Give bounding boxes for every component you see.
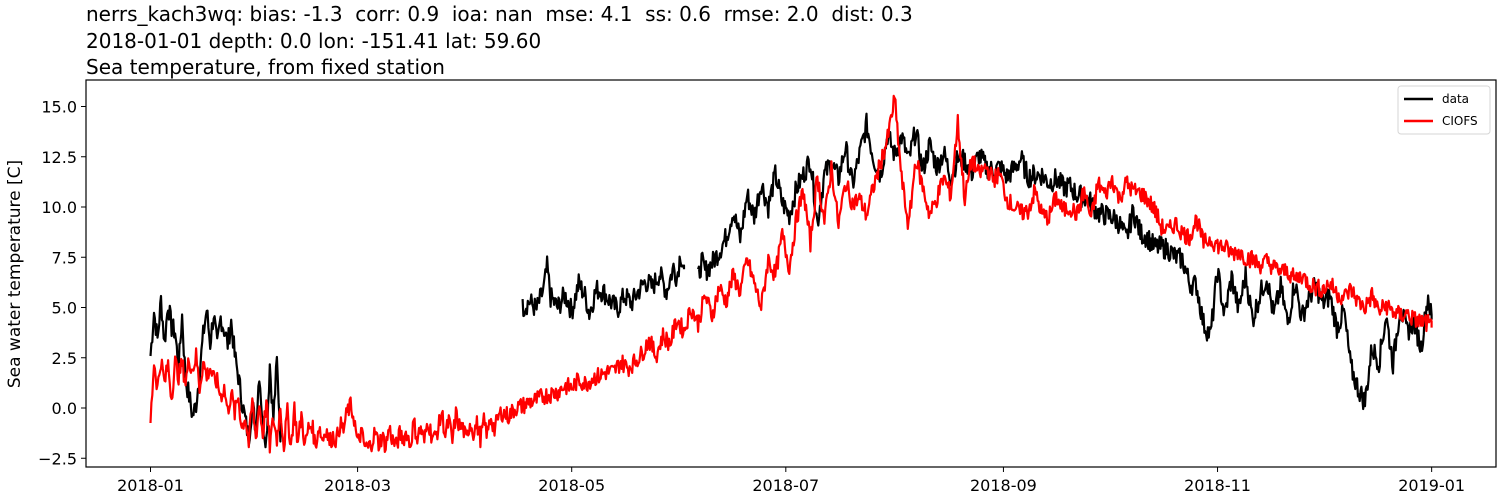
series-line-data (149, 294, 282, 449)
x-tick-label: 2019-01 (1398, 476, 1465, 495)
x-tick-label: 2018-03 (324, 476, 391, 495)
chart-title-line-2: 2018-01-01 depth: 0.0 lon: -151.41 lat: … (86, 29, 542, 53)
y-axis-label: Sea water temperature [C] (5, 160, 25, 388)
series-layer (149, 94, 1433, 454)
y-tick-label: −2.5 (38, 449, 77, 468)
y-tick-label: 10.0 (41, 198, 77, 217)
x-tick-label: 2018-09 (970, 476, 1037, 495)
x-tick-label: 2018-11 (1184, 476, 1251, 495)
y-tick-label: 12.5 (41, 148, 77, 167)
series-line-data (521, 255, 686, 321)
legend-label-ciofs: CIOFS (1442, 114, 1478, 128)
legend-label-data: data (1442, 92, 1469, 106)
x-tick-label: 2018-01 (117, 476, 184, 495)
plot-area-frame (85, 79, 1497, 468)
x-axis: 2018-01 2018-03 2018-05 2018-07 2018-09 2018-… (117, 467, 1465, 495)
y-tick-label: 0.0 (52, 399, 77, 418)
y-tick-label: 15.0 (41, 98, 77, 117)
chart-title-line-1: nerrs_kach3wq: bias: -1.3 corr: 0.9 ioa:… (86, 2, 913, 26)
chart-title-line-3: Sea temperature, from fixed station (86, 55, 445, 79)
y-tick-label: 5.0 (52, 299, 77, 318)
series-line-data (697, 112, 1433, 411)
legend: data CIOFS (1397, 85, 1491, 135)
series-line-ciofs (149, 94, 1433, 454)
x-tick-label: 2018-07 (752, 476, 819, 495)
y-tick-label: 7.5 (52, 248, 77, 267)
y-tick-label: 2.5 (52, 349, 77, 368)
x-tick-label: 2018-05 (538, 476, 605, 495)
y-axis: −2.5 0.0 2.5 5.0 7.5 10.0 12.5 15.0 (38, 98, 86, 468)
